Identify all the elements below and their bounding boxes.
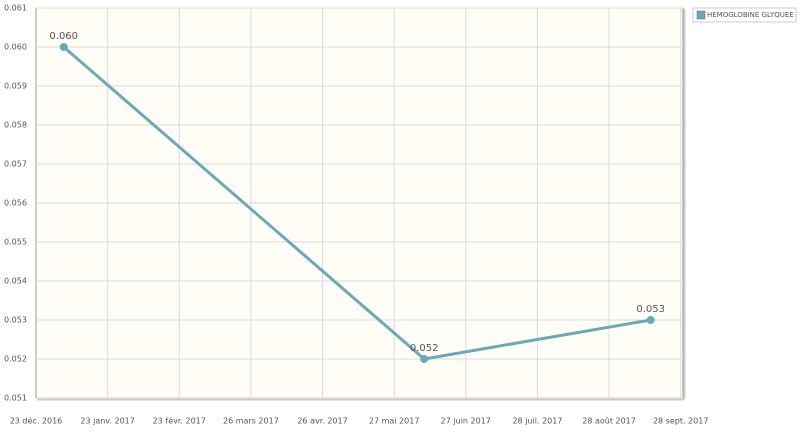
- data-point: [420, 355, 429, 363]
- y-tick-label: 0.055: [4, 238, 27, 247]
- x-tick-label: 23 févr. 2017: [153, 416, 206, 426]
- x-tick-label: 28 sept. 2017: [653, 417, 708, 426]
- chart-layer: 0.051 0.052 0.053 0.054 0.055 0.056 0.057 0.058…: [4, 4, 794, 426]
- y-tick-label: 0.061: [4, 4, 27, 13]
- y-tick-label: 0.057: [4, 160, 27, 169]
- legend-box: [692, 7, 797, 23]
- y-tick-label: 0.060: [4, 43, 27, 52]
- y-tick-label: 0.053: [4, 316, 27, 325]
- x-tick-label: 26 avr. 2017: [297, 417, 347, 426]
- data-point: [646, 316, 655, 324]
- x-tick-label: 23 janv. 2017: [80, 417, 134, 426]
- y-tick-label: 0.058: [4, 121, 27, 130]
- legend-swatch: [696, 10, 706, 20]
- data-label: 0.052: [410, 343, 439, 354]
- data-label: 0.053: [636, 304, 665, 315]
- x-tick-label: 28 août 2017: [582, 417, 636, 426]
- x-tick-label: 27 juin 2017: [441, 417, 491, 426]
- y-tick-label: 0.054: [4, 277, 27, 286]
- x-tick-label: 26 mars 2017: [223, 417, 279, 426]
- x-tick-label: 23 déc. 2016: [10, 416, 63, 426]
- x-tick-label: 28 juil. 2017: [512, 417, 562, 426]
- data-label: 0.060: [49, 31, 78, 42]
- x-tick-label: 27 mai 2017: [369, 417, 420, 426]
- y-tick-label: 0.052: [4, 355, 27, 364]
- legend-label: HEMOGLOBINE GLYQUEE: [707, 11, 794, 19]
- y-tick-label: 0.059: [4, 82, 27, 91]
- y-tick-label: 0.051: [4, 394, 27, 403]
- data-point: [59, 43, 68, 51]
- y-tick-label: 0.056: [4, 199, 27, 208]
